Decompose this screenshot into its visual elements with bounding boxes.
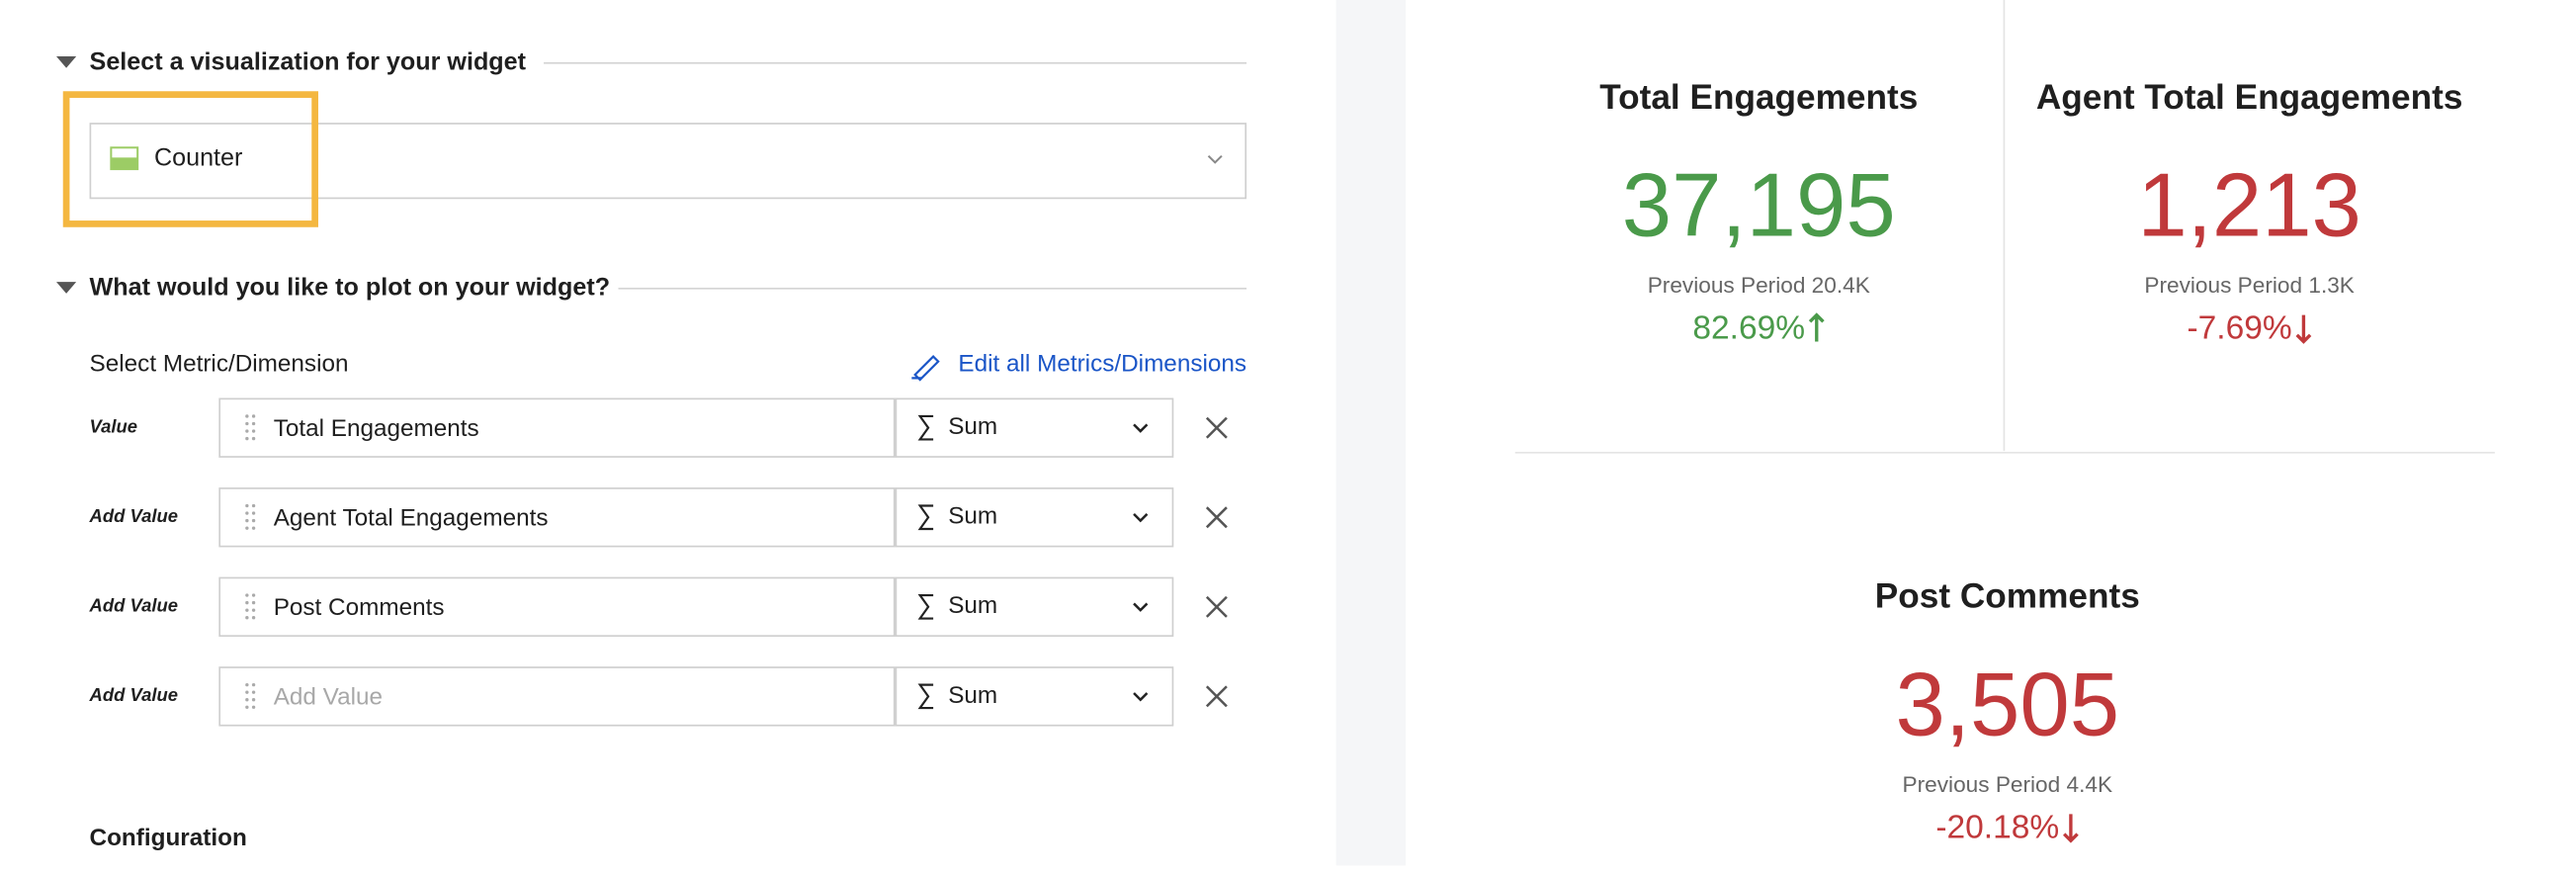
collapse-icon[interactable]: [56, 56, 77, 68]
drag-handle: [245, 690, 249, 694]
drag-handle: [251, 436, 256, 441]
edit-link[interactable]: Edit all Metrics/Dimensions: [958, 350, 1246, 377]
chevron: [1133, 602, 1149, 612]
change: -7.69%: [2187, 310, 2291, 347]
aggregation-dropdown[interactable]: [895, 487, 1174, 548]
drag-handle: [251, 518, 256, 523]
previous-period: Previous Period 4.4K: [1903, 772, 2113, 797]
drag-handle: [245, 414, 249, 418]
previous-period: Previous Period 20.4K: [1648, 273, 1870, 298]
collapse-icon[interactable]: [56, 282, 77, 294]
drag-handle: [251, 705, 256, 709]
counter-icon: [110, 146, 139, 171]
visualization-dropdown[interactable]: [89, 123, 1247, 200]
drag-handle: [245, 705, 249, 709]
drag-handle: [245, 518, 249, 523]
drag-handle: [251, 616, 256, 620]
metric-name: Agent Total Engagements: [274, 504, 549, 531]
row-label: Add Value: [89, 684, 178, 705]
chevron: [1133, 512, 1149, 523]
aggregation-dropdown[interactable]: [895, 397, 1174, 458]
drag-handle: [251, 526, 256, 530]
drag-handle: [251, 608, 256, 612]
drag-handle: [251, 690, 256, 694]
configuration-title: Configuration: [90, 825, 247, 851]
remove-icon[interactable]: [1205, 416, 1228, 439]
sigma-icon: [917, 504, 934, 531]
chevron: [1133, 423, 1149, 433]
highlight: [62, 91, 318, 227]
drag-handle: [251, 682, 256, 687]
aggregation-dropdown[interactable]: [895, 576, 1174, 637]
drag-handle: [245, 436, 249, 441]
section-title: Select a visualization for your widget: [90, 47, 527, 75]
drag-handle: [245, 421, 249, 426]
remove-icon[interactable]: [1205, 506, 1228, 529]
aggregation: Sum: [948, 503, 997, 530]
row-label: Value: [90, 416, 138, 437]
row-label: Add Value: [89, 505, 178, 526]
metric-placeholder: Add Value: [274, 683, 383, 710]
drag-handle: [245, 593, 249, 597]
drag-handle: [251, 414, 256, 418]
metric-field[interactable]: [218, 576, 896, 637]
metric-field[interactable]: [218, 666, 896, 727]
aggregation: Sum: [948, 592, 997, 619]
sigma-icon: [917, 414, 934, 441]
chevron: [1133, 692, 1149, 702]
row-label: Add Value: [89, 595, 178, 616]
aggregation: Sum: [948, 413, 997, 440]
drag-handle: [245, 503, 249, 508]
metric-field[interactable]: [218, 487, 896, 548]
metric-label: Select Metric/Dimension: [90, 350, 349, 377]
aggregation: Sum: [948, 682, 997, 709]
counter-title: Agent Total Engagements: [2036, 78, 2463, 117]
remove-icon[interactable]: [1205, 685, 1228, 708]
drag-handle: [251, 421, 256, 426]
drag-handle: [245, 511, 249, 515]
chevron: [1207, 154, 1223, 164]
metric-name: Total Engagements: [274, 415, 479, 442]
drag-handle: [245, 429, 249, 433]
previous-period: Previous Period 1.3K: [2144, 273, 2355, 298]
counter-title: Post Comments: [1875, 577, 2140, 616]
drag-handle: [251, 600, 256, 605]
aggregation-dropdown[interactable]: [895, 666, 1174, 727]
drag-handle: [245, 682, 249, 687]
trend-arrow: [2295, 314, 2312, 344]
drag-handle: [245, 616, 249, 620]
trend-arrow: [2063, 814, 2079, 843]
drag-handle: [245, 608, 249, 612]
section-title: What would you like to plot on your widg…: [90, 273, 611, 301]
drag-handle: [251, 429, 256, 433]
panel-gutter: [1335, 0, 1407, 866]
drag-handle: [251, 503, 256, 508]
sigma-icon: [917, 683, 934, 710]
counter-value: 1,213: [2137, 156, 2361, 256]
drag-handle: [251, 698, 256, 702]
counter-value: 37,195: [1622, 156, 1896, 256]
dropdown-value: Counter: [154, 144, 242, 172]
metric-name: Post Comments: [274, 594, 445, 621]
counter-title: Total Engagements: [1599, 78, 1918, 117]
change: -20.18%: [1935, 809, 2059, 845]
drag-handle: [251, 511, 256, 515]
drag-handle: [245, 600, 249, 605]
remove-icon[interactable]: [1205, 595, 1228, 618]
drag-handle: [245, 526, 249, 530]
sigma-icon: [917, 593, 934, 620]
edit-icon: [911, 355, 940, 382]
counter-value: 3,505: [1896, 655, 2120, 754]
metric-field[interactable]: [218, 397, 896, 458]
trend-arrow: [1808, 312, 1825, 342]
drag-handle: [251, 593, 256, 597]
change: 82.69%: [1692, 310, 1805, 347]
drag-handle: [245, 698, 249, 702]
